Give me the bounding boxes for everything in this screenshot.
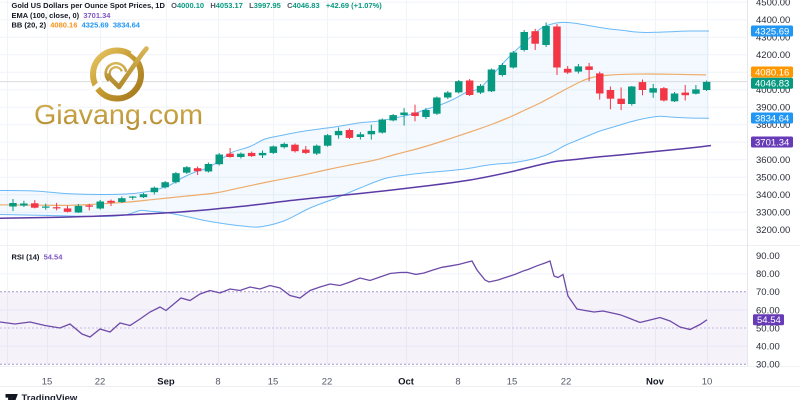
svg-text:3200.00: 3200.00: [756, 225, 790, 236]
svg-text:8: 8: [455, 377, 460, 388]
svg-text:4200.00: 4200.00: [756, 50, 790, 61]
svg-text:22: 22: [95, 377, 106, 388]
svg-text:22: 22: [322, 377, 333, 388]
svg-text:70.00: 70.00: [756, 287, 780, 298]
svg-text:4080.16: 4080.16: [755, 67, 789, 78]
svg-text:3300.00: 3300.00: [756, 208, 790, 219]
svg-text:4500.00: 4500.00: [756, 0, 790, 9]
svg-text:4325.69: 4325.69: [755, 26, 789, 37]
svg-text:Sep: Sep: [157, 377, 175, 388]
svg-text:10: 10: [702, 377, 713, 388]
svg-text:BB (20, 2) 4080.16 4325.69: BB (20, 2) 4080.16 4325.69 3834.64: [12, 20, 141, 29]
svg-text:15: 15: [42, 377, 53, 388]
svg-text:3900.00: 3900.00: [756, 103, 790, 114]
svg-text:EMA (100, close, 0) 3701.34: EMA (100, close, 0) 3701.34: [12, 11, 112, 20]
svg-text:3500.00: 3500.00: [756, 173, 790, 184]
svg-text:30.00: 30.00: [756, 360, 780, 371]
svg-text:3400.00: 3400.00: [756, 190, 790, 201]
svg-text:Oct: Oct: [398, 377, 415, 388]
svg-text:40.00: 40.00: [756, 342, 780, 353]
svg-text:8: 8: [215, 377, 220, 388]
svg-text:80.00: 80.00: [756, 269, 780, 280]
svg-text:50.00: 50.00: [756, 323, 780, 334]
svg-text:TradingView: TradingView: [22, 393, 78, 400]
svg-text:90.00: 90.00: [756, 251, 780, 262]
svg-text:3701.34: 3701.34: [755, 137, 789, 148]
svg-text:4300.00: 4300.00: [756, 33, 790, 44]
svg-text:4046.83: 4046.83: [755, 79, 789, 90]
svg-text:15: 15: [268, 377, 279, 388]
svg-text:4000.00: 4000.00: [756, 85, 790, 96]
svg-text:54.54: 54.54: [757, 315, 781, 326]
svg-text:15: 15: [507, 377, 518, 388]
svg-text:Gold US Dollars per Ounce Spot: Gold US Dollars per Ounce Spot Prices, 1…: [12, 1, 383, 10]
svg-text:60.00: 60.00: [756, 305, 780, 316]
svg-text:3800.00: 3800.00: [756, 120, 790, 131]
svg-text:Giavang.com: Giavang.com: [34, 99, 203, 130]
svg-text:Nov: Nov: [646, 377, 665, 388]
svg-text:3834.64: 3834.64: [755, 113, 789, 124]
svg-text:22: 22: [561, 377, 572, 388]
svg-text:4400.00: 4400.00: [756, 15, 790, 26]
svg-text:3600.00: 3600.00: [756, 155, 790, 166]
svg-text:RSI (14) 54.54: RSI (14) 54.54: [12, 253, 64, 262]
